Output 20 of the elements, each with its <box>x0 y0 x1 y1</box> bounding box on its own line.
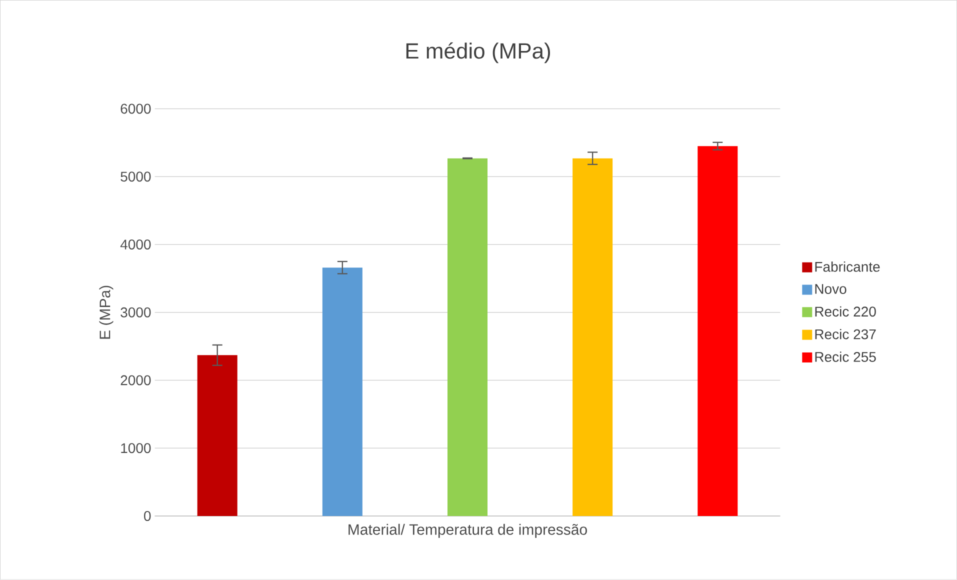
legend-label: Recic 220 <box>815 306 876 317</box>
y-tick-label: 1000 <box>121 443 151 454</box>
legend-label: Novo <box>815 284 846 294</box>
legend-label: Recic 255 <box>815 352 876 362</box>
y-tick-label: 0 <box>144 511 151 522</box>
y-axis-title: E (MPa) <box>99 286 114 339</box>
bar <box>447 158 488 516</box>
bar <box>197 355 238 516</box>
y-tick-label: 5000 <box>120 172 151 182</box>
legend-label: Recic 237 <box>815 329 876 340</box>
bar <box>322 268 362 516</box>
legend-label: Fabricante <box>815 262 880 272</box>
x-axis-title: Material/ Temperatura de impressão <box>348 524 587 538</box>
chart-title: E médio (MPa) <box>406 42 550 64</box>
bar <box>572 158 613 516</box>
bar <box>698 146 738 516</box>
y-tick-label: 2000 <box>120 375 151 386</box>
y-tick-label: 4000 <box>120 240 151 250</box>
y-tick-label: 6000 <box>120 104 151 114</box>
y-tick-label: 3000 <box>120 308 151 318</box>
